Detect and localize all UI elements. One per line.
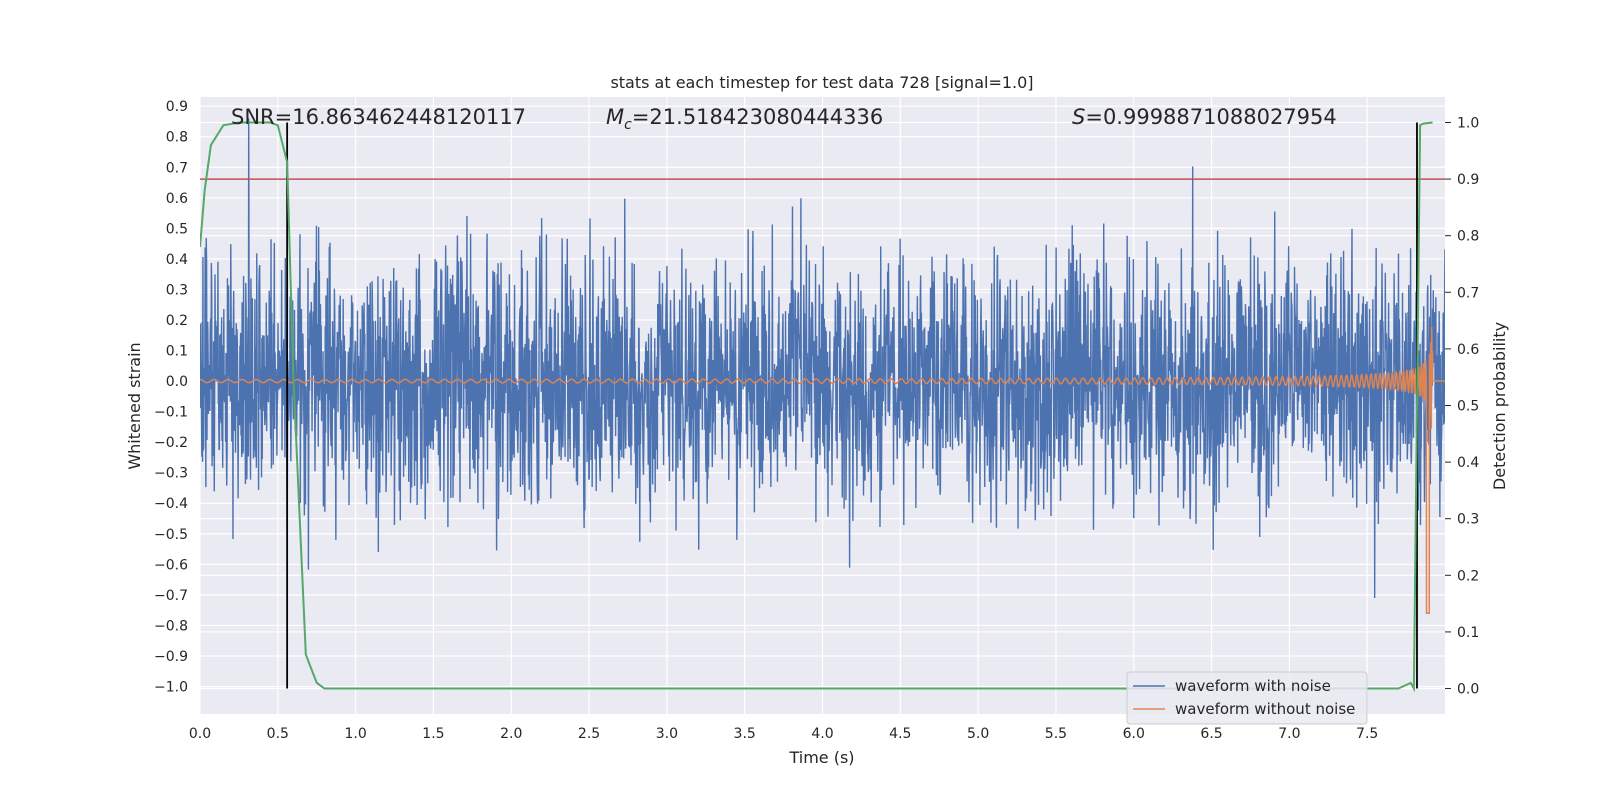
right-y-tick-label: 0.2	[1457, 568, 1479, 584]
x-tick-label: 0.5	[267, 726, 289, 742]
y-tick-label: 0.4	[166, 252, 188, 268]
series-detection-probability	[200, 121, 1433, 693]
series-waveform-with-noise	[200, 118, 1445, 598]
right-y-tick-label: 0.9	[1457, 172, 1479, 188]
legend-box	[1126, 671, 1368, 725]
annotation-chirp-mass: Mc=21.518423080444336	[606, 105, 883, 133]
stat-value: =0.9998871088027954	[1085, 105, 1336, 129]
x-tick-label: 6.0	[1123, 726, 1145, 742]
y-tick-label: −0.9	[154, 649, 188, 665]
y-tick-label: −0.6	[154, 557, 188, 573]
right-y-tick-label: 0.0	[1457, 682, 1479, 698]
x-tick-label: 7.0	[1278, 726, 1300, 742]
y-tick-label: 0.2	[166, 313, 188, 329]
x-tick-labels: 0.0 0.5 1.0 1.5 2.0 2.5 3.0 3.5 4.0 4.5 5.0 5.5 6.0 6…	[189, 726, 1378, 742]
y-tick-label: −0.4	[154, 496, 188, 512]
y-tick-label: 0.6	[166, 191, 188, 207]
right-y-tick-labels: 0.0 0.1 0.2 0.3 0.4 0.5 0.6 0.7 0.8 0.9 1.0	[1457, 115, 1479, 697]
x-tick-label: 2.5	[578, 726, 600, 742]
chirp-mass-value: =21.518423080444336	[632, 105, 883, 129]
right-y-tick-label: 0.8	[1457, 229, 1479, 245]
x-tick-label: 5.0	[967, 726, 989, 742]
y-tick-label: 0.8	[166, 130, 188, 146]
x-tick-label: 6.5	[1200, 726, 1222, 742]
x-tick-label: 5.5	[1045, 726, 1067, 742]
y-tick-label: −0.7	[154, 588, 188, 604]
x-tick-label: 7.5	[1356, 726, 1378, 742]
legend-label-noisy: waveform with noise	[1175, 677, 1331, 695]
y-tick-label: 0.3	[166, 282, 188, 298]
right-y-tick-label: 0.1	[1457, 625, 1479, 641]
y-tick-label: 0.1	[166, 344, 188, 360]
x-tick-label: 4.5	[889, 726, 911, 742]
right-y-axis-label: Detection probability	[1490, 322, 1509, 490]
series-waveform-without-noise	[200, 326, 1445, 614]
right-y-tick-label: 0.3	[1457, 512, 1479, 528]
annotation-detection-stat: S=0.9998871088027954	[1072, 105, 1337, 129]
x-tick-label: 1.0	[344, 726, 366, 742]
y-tick-label: 0.5	[166, 221, 188, 237]
x-tick-label: 3.0	[656, 726, 678, 742]
x-tick-label: 1.5	[422, 726, 444, 742]
y-tick-label: 0.7	[166, 160, 188, 176]
y-tick-label: 0.9	[166, 99, 188, 115]
chart-title: stats at each timestep for test data 728…	[610, 73, 1033, 92]
y-tick-label: −1.0	[154, 680, 188, 696]
chirp-mass-symbol: M	[606, 105, 624, 129]
right-y-tick-label: 0.5	[1457, 399, 1479, 415]
y-tick-label: −0.8	[154, 618, 188, 634]
y-tick-label: −0.3	[154, 466, 188, 482]
legend-label-clean: waveform without noise	[1175, 700, 1355, 718]
annotation-snr: SNR=16.863462448120117	[231, 105, 526, 129]
x-axis-label: Time (s)	[788, 748, 854, 767]
y-tick-label: 0.0	[166, 374, 188, 390]
chirp-mass-subscript: c	[624, 117, 632, 133]
y-axis-label: Whitened strain	[125, 342, 144, 469]
x-tick-label: 4.0	[811, 726, 833, 742]
y-tick-label: −0.2	[154, 435, 188, 451]
y-tick-label: −0.5	[154, 527, 188, 543]
x-tick-label: 3.5	[734, 726, 756, 742]
y-tick-labels: −1.0 −0.9 −0.8 −0.7 −0.6 −0.5 −0.4 −0.3 −0.2 −0.1…	[154, 99, 188, 695]
right-y-tick-label: 0.7	[1457, 285, 1479, 301]
y-tick-label: −0.1	[154, 405, 188, 421]
right-y-tick-label: 0.4	[1457, 455, 1479, 471]
right-y-tick-label: 0.6	[1457, 342, 1479, 358]
legend: waveform with noise waveform without noi…	[1126, 671, 1368, 725]
right-y-tick-label: 1.0	[1457, 115, 1479, 131]
stat-symbol: S	[1072, 105, 1085, 129]
x-tick-label: 0.0	[189, 726, 211, 742]
x-tick-label: 2.0	[500, 726, 522, 742]
